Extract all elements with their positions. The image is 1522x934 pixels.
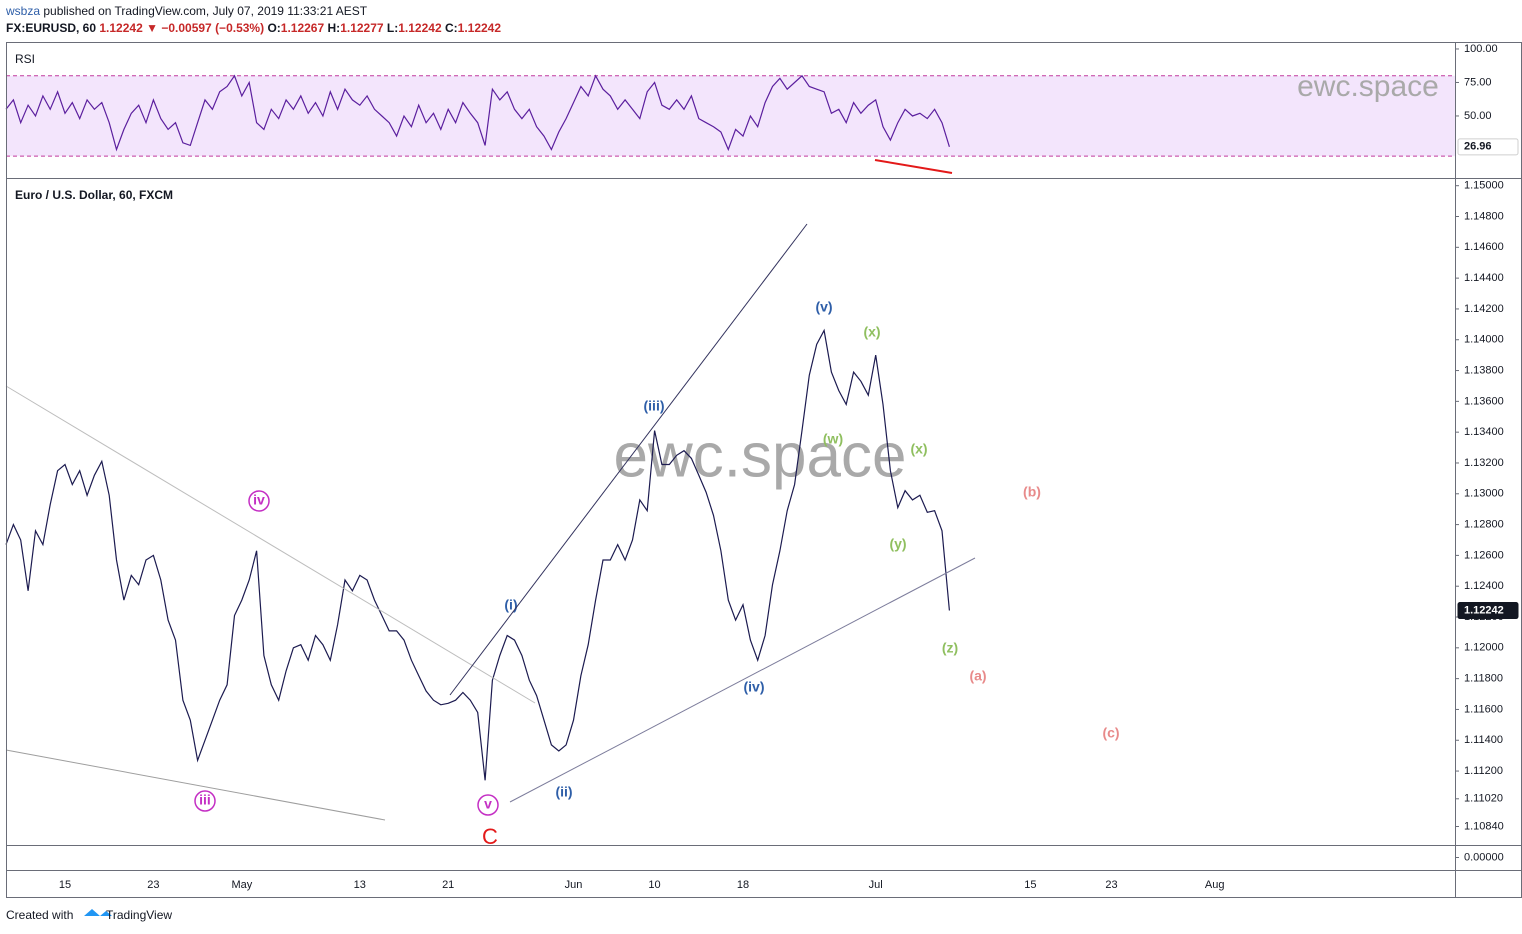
last-value-label: 26.96 xyxy=(1464,141,1492,153)
band-fill xyxy=(7,75,1455,157)
y-tick-label: 1.12600 xyxy=(1464,549,1504,561)
wave-label: (iii) xyxy=(644,398,665,414)
x-tick-label: 21 xyxy=(442,879,454,891)
last-value-box xyxy=(1457,602,1519,620)
footer-brand: TradingView xyxy=(106,908,172,922)
y-tick-label: 1.12800 xyxy=(1464,518,1504,530)
wave-circle xyxy=(194,790,216,812)
y-tick-label: 1.12000 xyxy=(1464,642,1504,654)
change: −0.00597 (−0.53%) xyxy=(161,21,264,35)
wave-label: C xyxy=(482,824,498,849)
open-label: O: xyxy=(267,21,280,35)
x-tick-label: 13 xyxy=(354,879,366,891)
pane-title: Euro / U.S. Dollar, 60, FXCM xyxy=(15,188,173,202)
y-tick-label: 1.14000 xyxy=(1464,334,1504,346)
close-label: C: xyxy=(445,21,458,35)
wave-circle xyxy=(477,794,499,816)
wave-label: v xyxy=(484,796,492,812)
wave-label: (i) xyxy=(504,597,517,613)
arrow: ▼ xyxy=(146,21,158,35)
footer-text: Created with xyxy=(6,908,73,922)
last: 1.12242 xyxy=(99,21,143,35)
wave-label: iv xyxy=(253,492,265,508)
wave-label: (x) xyxy=(863,324,880,340)
header-line: wsbza published on TradingView.com, July… xyxy=(5,4,368,18)
y-tick-label: 1.11800 xyxy=(1464,673,1503,685)
x-tick-label: May xyxy=(231,879,252,891)
watermark: ewc.space xyxy=(1297,70,1439,103)
x-tick-label: Aug xyxy=(1205,879,1225,891)
author: wsbza xyxy=(5,4,40,18)
y-tick-label: 1.14200 xyxy=(1464,303,1504,315)
series-line xyxy=(5,328,950,781)
high: 1.12277 xyxy=(340,21,384,35)
wave-label: (a) xyxy=(969,668,986,684)
wave-label: (c) xyxy=(1102,725,1119,741)
y-tick-label: 1.13800 xyxy=(1464,364,1504,376)
y-tick-label: 1.12400 xyxy=(1464,580,1504,592)
x-tick-label: 18 xyxy=(737,879,749,891)
trend-line xyxy=(509,557,976,803)
drawings xyxy=(5,159,976,821)
open: 1.12267 xyxy=(281,21,325,35)
trend-line xyxy=(5,749,386,821)
x-tick-label: 23 xyxy=(1105,879,1117,891)
wave-label: (x) xyxy=(910,441,927,457)
trend-line xyxy=(449,223,808,696)
y-tick-label: 1.14600 xyxy=(1464,241,1504,253)
y-tick-label: 100.00 xyxy=(1464,43,1498,55)
wave-label: (iv) xyxy=(744,679,765,695)
series-line xyxy=(5,74,950,152)
y-tick-label: 1.14800 xyxy=(1464,210,1504,222)
y-tick-label: 0.00000 xyxy=(1464,851,1504,863)
y-tick-label: 75.00 xyxy=(1464,76,1492,88)
symbol: FX:EURUSD, 60 xyxy=(6,21,96,35)
y-tick-label: 1.11400 xyxy=(1464,734,1503,746)
x-tick-label: 15 xyxy=(59,879,71,891)
wave-label: (z) xyxy=(942,640,958,656)
x-tick-label: 10 xyxy=(648,879,660,891)
y-tick-label: 1.11020 xyxy=(1464,793,1503,805)
x-tick-label: Jun xyxy=(565,879,583,891)
divergence-line xyxy=(874,159,953,174)
wave-label: (y) xyxy=(889,536,906,552)
last-value-label: 1.12242 xyxy=(1464,604,1504,616)
y-tick-label: 50.00 xyxy=(1464,110,1492,122)
y-tick-label: 1.13000 xyxy=(1464,488,1504,500)
y-tick-label: 1.11600 xyxy=(1464,703,1503,715)
last-value-box xyxy=(1457,138,1519,156)
wave-label: (v) xyxy=(815,299,832,315)
wave-label: (b) xyxy=(1023,484,1041,500)
wave-label: iii xyxy=(199,792,211,808)
trend-line xyxy=(5,385,536,704)
footer: Created with xyxy=(6,908,73,922)
watermark: ewc.space xyxy=(614,421,907,490)
y-tick-label: 1.11200 xyxy=(1464,765,1503,777)
published: published on TradingView.com, July 07, 2… xyxy=(43,4,367,18)
y-tick-label: 1.15000 xyxy=(1464,180,1504,192)
high-label: H: xyxy=(328,21,341,35)
wave-label: (w) xyxy=(823,431,843,447)
low-label: L: xyxy=(387,21,398,35)
wave-circle xyxy=(248,490,270,512)
low: 1.12242 xyxy=(398,21,442,35)
y-tick-label: 1.14400 xyxy=(1464,272,1504,284)
x-tick-label: Jul xyxy=(869,879,883,891)
logo xyxy=(84,909,112,916)
x-tick-label: 15 xyxy=(1024,879,1036,891)
y-tick-label: 1.13200 xyxy=(1464,457,1504,469)
y-tick-label: 1.13400 xyxy=(1464,426,1504,438)
symbol-line: FX:EURUSD, 60 1.12242 ▼ −0.00597 (−0.53%… xyxy=(6,21,501,35)
y-tick-label: 1.13600 xyxy=(1464,395,1504,407)
y-tick-label: 1.10840 xyxy=(1464,820,1504,832)
close: 1.12242 xyxy=(458,21,502,35)
pane-title: RSI xyxy=(15,52,35,66)
x-tick-label: 23 xyxy=(147,879,159,891)
wave-label: (ii) xyxy=(555,784,572,800)
